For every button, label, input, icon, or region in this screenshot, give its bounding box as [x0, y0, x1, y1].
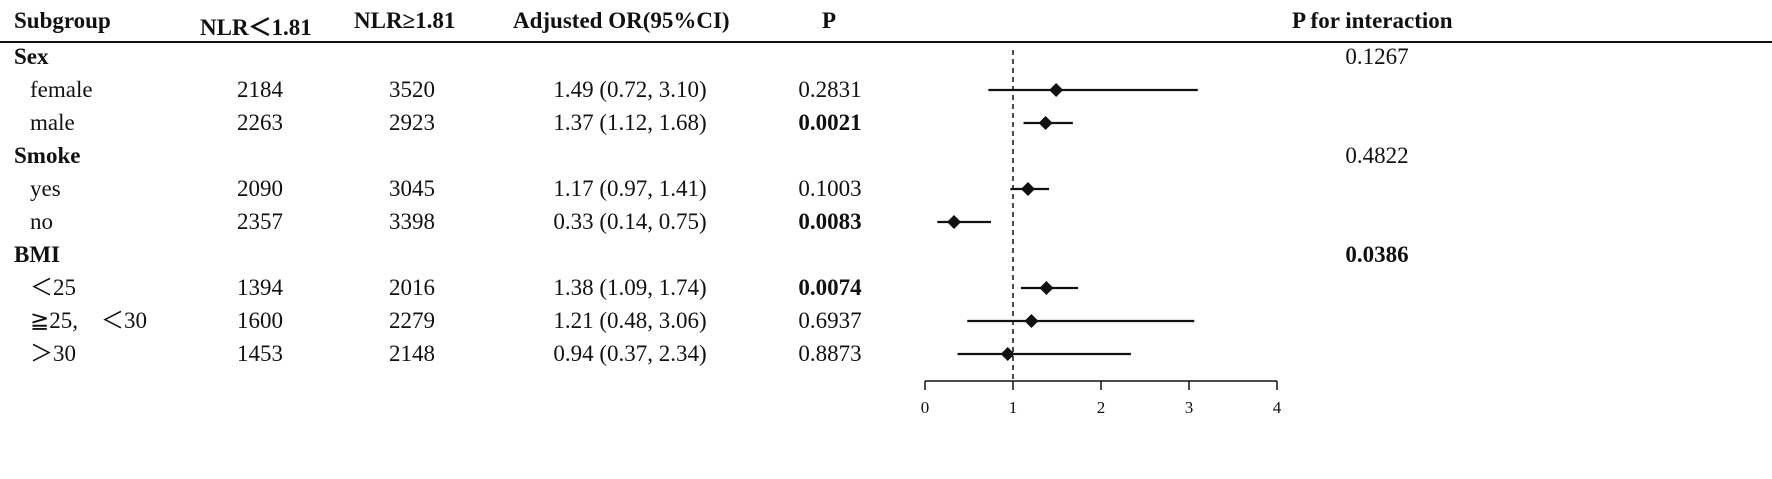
nlr-low-count: 2090 — [237, 176, 283, 201]
nlr-low-count: 2263 — [237, 110, 283, 135]
or-point — [1020, 182, 1035, 196]
adjusted-or-text: 0.33 (0.14, 0.75) — [553, 209, 707, 234]
nlr-high-count: 3045 — [389, 176, 435, 201]
p-value: 0.1003 — [798, 176, 862, 201]
x-tick-label: 3 — [1185, 398, 1194, 417]
header-nlr-high: NLR≥1.81 — [354, 8, 456, 33]
nlr-high-count: 3520 — [389, 77, 435, 102]
x-tick-label: 1 — [1009, 398, 1018, 417]
or-point — [1049, 83, 1064, 97]
nlr-high-count: 2016 — [389, 275, 435, 300]
nlr-high-count: 2148 — [389, 341, 435, 366]
nlr-low-count: 2184 — [237, 77, 283, 102]
row-label: yes — [30, 176, 61, 201]
p-interaction-value: 0.4822 — [1345, 143, 1409, 168]
row-label: male — [30, 110, 75, 135]
adjusted-or-text: 0.94 (0.37, 2.34) — [553, 341, 707, 366]
adjusted-or-text: 1.37 (1.12, 1.68) — [553, 110, 707, 135]
p-value: 0.0021 — [798, 110, 862, 135]
row-label: ≧25, ＜30 — [30, 308, 148, 333]
or-point — [1000, 347, 1015, 361]
p-value: 0.8873 — [798, 341, 862, 366]
row-label: ＜25 — [30, 275, 76, 300]
p-value: 0.2831 — [798, 77, 862, 102]
p-interaction-value: 0.1267 — [1345, 44, 1409, 69]
adjusted-or-text: 1.21 (0.48, 3.06) — [553, 308, 707, 333]
group-label: Smoke — [14, 143, 81, 168]
nlr-low-count: 1453 — [237, 341, 283, 366]
row-label: no — [30, 209, 53, 234]
x-tick-label: 4 — [1273, 398, 1282, 417]
p-interaction-value: 0.0386 — [1345, 242, 1409, 267]
header-adjusted-or: Adjusted OR(95%CI) — [513, 8, 730, 33]
x-tick-label: 2 — [1097, 398, 1106, 417]
header-nlr-low: NLR＜1.81 — [200, 15, 312, 40]
nlr-high-count: 2279 — [389, 308, 435, 333]
nlr-high-count: 2923 — [389, 110, 435, 135]
nlr-low-count: 1394 — [237, 275, 283, 300]
row-label: female — [30, 77, 93, 102]
adjusted-or-text: 1.17 (0.97, 1.41) — [553, 176, 707, 201]
header-rule — [0, 41, 1772, 43]
p-value: 0.0074 — [798, 275, 862, 300]
adjusted-or-text: 1.49 (0.72, 3.10) — [553, 77, 707, 102]
header-p-interaction: P for interaction — [1292, 8, 1453, 33]
nlr-low-count: 1600 — [237, 308, 283, 333]
group-label: Sex — [14, 44, 49, 69]
or-point — [1039, 281, 1054, 295]
nlr-high-count: 3398 — [389, 209, 435, 234]
nlr-low-count: 2357 — [237, 209, 283, 234]
row-label: ＞30 — [30, 341, 76, 366]
p-value: 0.0083 — [798, 209, 862, 234]
or-point — [1038, 116, 1053, 130]
or-point — [1024, 314, 1039, 328]
or-point — [947, 215, 962, 229]
group-label: BMI — [14, 242, 60, 267]
adjusted-or-text: 1.38 (1.09, 1.74) — [553, 275, 707, 300]
p-value: 0.6937 — [798, 308, 862, 333]
header-p: P — [822, 8, 837, 33]
x-tick-label: 0 — [921, 398, 930, 417]
header-subgroup: Subgroup — [14, 8, 111, 33]
